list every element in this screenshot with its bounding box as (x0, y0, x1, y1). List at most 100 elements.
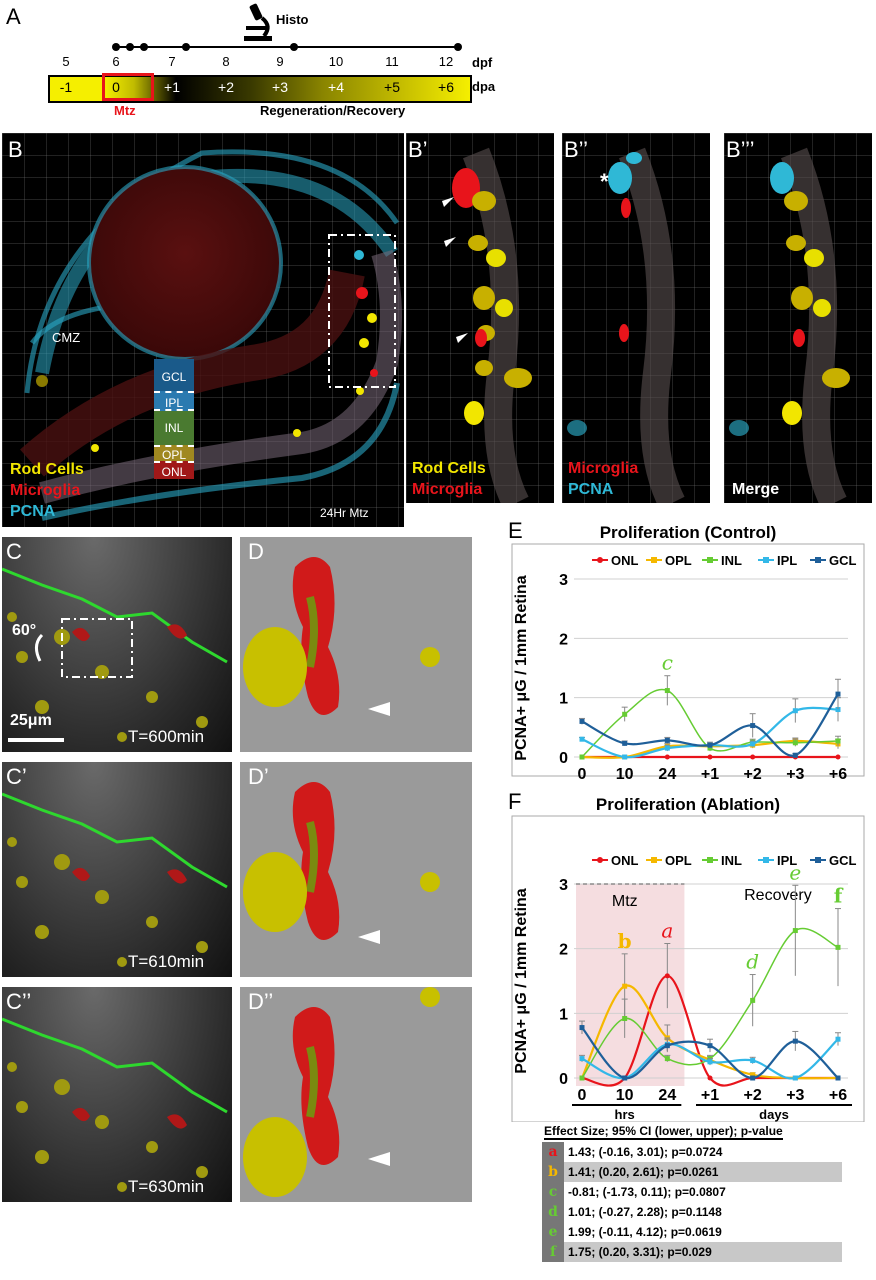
y-tick-label: 2 (559, 942, 568, 959)
legend-marker (707, 557, 713, 563)
annotation-label: c (662, 651, 673, 675)
effect-value: 1.75; (0.20, 3.31); p=0.029 (564, 1242, 842, 1262)
y-tick-label: 1 (559, 691, 568, 708)
panel-b3-image: Merge (724, 133, 872, 503)
annotation-label: e (789, 860, 801, 884)
data-point (622, 711, 628, 717)
legend-marker (815, 557, 821, 563)
d-drawing (243, 557, 440, 716)
legend-label: GCL (829, 853, 857, 868)
legend-marker (707, 857, 713, 863)
panel-label-e: E (508, 518, 523, 543)
data-point (579, 1056, 585, 1062)
data-point (664, 754, 670, 760)
timeline-figure (112, 3, 462, 51)
data-point (835, 1036, 841, 1042)
data-point (579, 1025, 585, 1031)
layer-onl: ONL (154, 461, 194, 479)
x-tick-label: 10 (616, 766, 634, 780)
dpf-value: 9 (276, 54, 284, 69)
data-point (750, 1058, 756, 1064)
panel-label-b2: B’’ (564, 137, 589, 162)
legend-rod: Rod Cells (10, 461, 84, 478)
data-point (792, 740, 798, 746)
scale-bar (8, 738, 64, 742)
table-row: b 1.41; (0.20, 2.61); p=0.0261 (542, 1162, 842, 1182)
effect-value: 1.01; (-0.27, 2.28); p=0.1148 (564, 1202, 842, 1222)
cmz-label: CMZ (52, 330, 81, 345)
data-point (707, 1059, 713, 1065)
x-tick-label: 24 (658, 1087, 676, 1104)
data-point (622, 740, 628, 746)
effect-key: a (542, 1142, 564, 1162)
x-tick-label: +3 (786, 766, 804, 780)
b2-asterisk: * (600, 169, 609, 194)
y-axis-label: PCNA+ μG / 1mm Retina (513, 575, 530, 760)
group-label-hrs: hrs (615, 1107, 635, 1122)
d-drawing (243, 987, 440, 1197)
c-time-label: T=600min (128, 727, 205, 746)
legend-pcna: PCNA (10, 503, 56, 520)
dpf-value: 7 (168, 54, 176, 69)
dpa-value: +5 (384, 79, 400, 95)
panel-b-image: GCL IPL INL OPL ONL CMZ Rod Cells Microg… (2, 133, 404, 527)
legend-label: ONL (611, 553, 639, 568)
b2-legend-pcna: PCNA (568, 481, 614, 498)
annotation-label: d (746, 950, 759, 974)
panel-label-c: C’ (6, 764, 27, 789)
time-label: 24Hr Mtz (320, 506, 369, 520)
histo-label: Histo (276, 12, 309, 27)
data-point (707, 742, 713, 748)
b1-drawing (442, 147, 532, 503)
chart-ablation: Proliferation (Ablation) ONL OPL INL IPL GCL M… (511, 795, 865, 1122)
data-point (707, 1043, 713, 1049)
data-point (664, 745, 670, 751)
data-point (579, 754, 585, 760)
layer-ipl: IPL (154, 391, 194, 411)
data-point (664, 1056, 670, 1062)
legend-marker (651, 857, 657, 863)
panel-label-b1: B’ (408, 137, 428, 162)
data-point (750, 754, 756, 760)
panel-c-image (2, 537, 232, 752)
effect-table-header: Effect Size; 95% CI (lower, upper); p-va… (544, 1124, 783, 1140)
panel-d-image (240, 987, 472, 1202)
data-point (622, 983, 628, 989)
data-point (622, 754, 628, 760)
b3-legend-merge: Merge (732, 481, 780, 498)
panel-d-image (240, 762, 472, 977)
x-tick-label: +2 (744, 766, 762, 780)
panel-label-b3: B’’’ (726, 137, 755, 162)
dpa-value: 0 (112, 79, 120, 95)
data-point (835, 1075, 841, 1081)
dpf-value: 10 (328, 54, 344, 69)
panel-label-d: D’’ (248, 989, 274, 1014)
dpa-value: +6 (438, 79, 454, 95)
scale-label: 25μm (10, 712, 52, 729)
layer-gcl: GCL (154, 359, 194, 391)
table-row: e 1.99; (-0.11, 4.12); p=0.0619 (542, 1222, 842, 1242)
dpa-value: +1 (164, 79, 180, 95)
c-time-label: T=630min (128, 1177, 205, 1196)
dpa-label: dpa (472, 79, 496, 94)
c-drawing (2, 567, 228, 742)
data-point (750, 997, 756, 1003)
panel-label-f: F (508, 789, 522, 814)
panel-label-c: C’’ (6, 989, 32, 1014)
data-point (750, 1072, 756, 1078)
legend-label: OPL (665, 553, 692, 568)
x-tick-label: +6 (829, 1087, 847, 1104)
data-point (664, 688, 670, 694)
annotation-label: f (834, 884, 844, 908)
effect-size-table: a 1.43; (-0.16, 3.01); p=0.0724 b 1.41; (0.… (542, 1142, 842, 1262)
panel-c-image (2, 762, 232, 977)
data-point (750, 723, 756, 729)
group-label-days: days (759, 1107, 789, 1122)
data-point (835, 738, 841, 744)
dpf-value: 11 (385, 54, 399, 69)
microscope-icon (244, 3, 272, 41)
panel-c-image (2, 987, 232, 1202)
chart-title: Proliferation (Control) (600, 523, 777, 542)
dpf-label: dpf (472, 55, 493, 70)
chart-title: Proliferation (Ablation) (596, 795, 780, 814)
